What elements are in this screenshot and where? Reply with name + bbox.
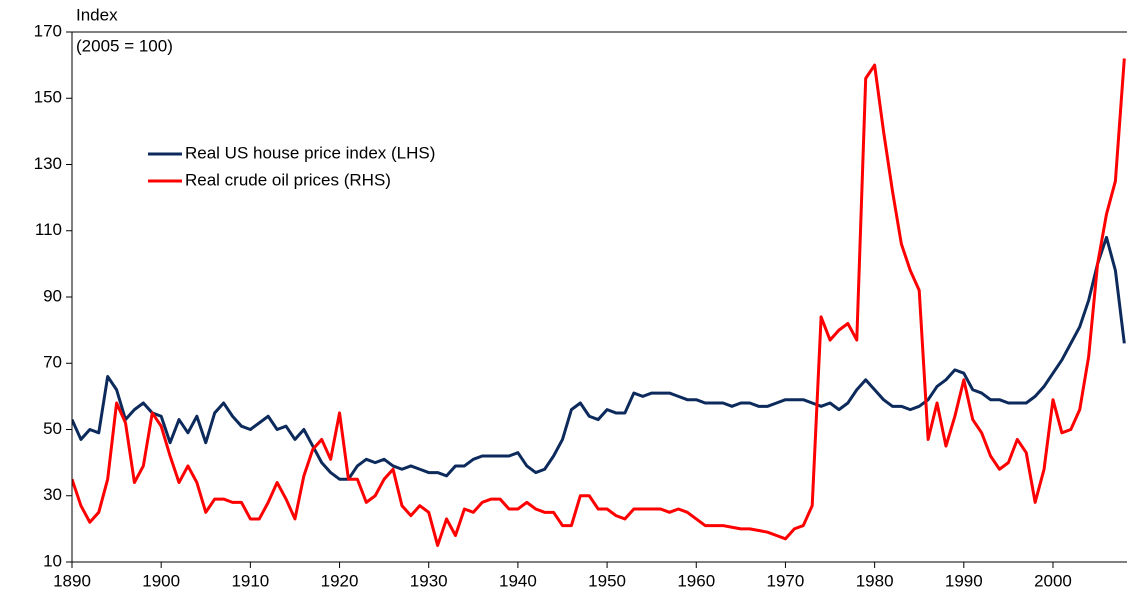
annotation: (2005 = 100) xyxy=(76,36,173,55)
x-tick-label: 1930 xyxy=(410,571,448,590)
axis-title: Index xyxy=(76,5,118,24)
y-tick-label: 130 xyxy=(34,154,62,173)
x-tick-label: 1890 xyxy=(53,571,91,590)
x-tick-label: 1960 xyxy=(677,571,715,590)
y-tick-label: 10 xyxy=(43,551,62,570)
x-tick-label: 1980 xyxy=(856,571,894,590)
series-line xyxy=(72,58,1126,547)
x-tick-label: 1900 xyxy=(142,571,180,590)
x-tick-label: 1920 xyxy=(321,571,359,590)
x-tick-label: 1910 xyxy=(231,571,269,590)
plot xyxy=(72,58,1126,547)
y-tick-label: 70 xyxy=(43,353,62,372)
x-tick-label: 1950 xyxy=(588,571,626,590)
x-tick-label: 1940 xyxy=(499,571,537,590)
y-tick-label: 170 xyxy=(34,21,62,40)
x-tick-label: 2000 xyxy=(1034,571,1072,590)
y-tick-label: 150 xyxy=(34,88,62,107)
y-tick-label: 90 xyxy=(43,286,62,305)
y-tick-label: 110 xyxy=(35,220,62,239)
legend-label: Real crude oil prices (RHS) xyxy=(185,170,391,189)
legend-label: Real US house price index (LHS) xyxy=(185,143,435,162)
series-line xyxy=(72,235,1126,481)
x-tick-label: 1990 xyxy=(945,571,983,590)
y-tick-label: 30 xyxy=(43,485,62,504)
x-tick-label: 1970 xyxy=(767,571,805,590)
y-tick-label: 50 xyxy=(43,419,62,438)
